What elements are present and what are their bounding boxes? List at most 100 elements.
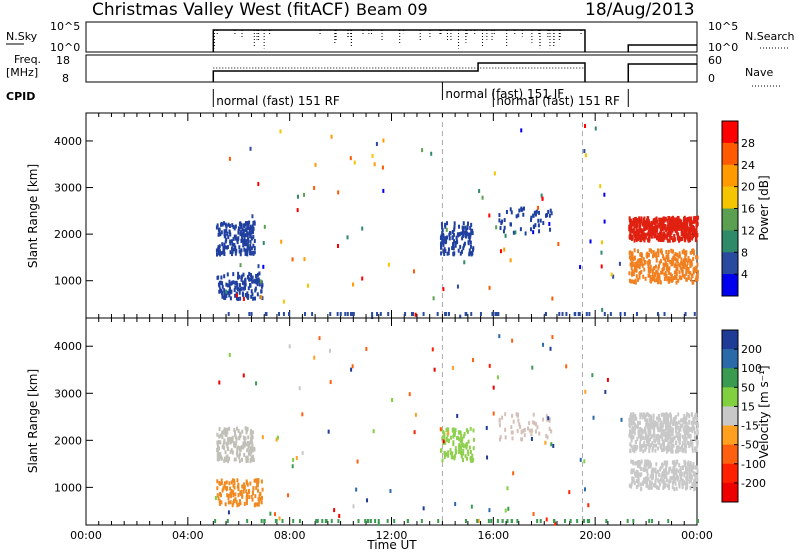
data-point [695,474,698,479]
data-point [653,226,656,231]
data-point [592,415,595,420]
data-point [519,227,522,232]
data-point [675,280,678,285]
data-point [631,447,634,452]
data-point [648,427,651,432]
data-point [226,446,229,451]
data-point [661,412,664,417]
data-point [248,247,251,252]
data-point [234,432,237,437]
data-point [585,312,588,316]
data-point [674,264,677,269]
data-point [653,234,656,239]
data-point [639,447,642,452]
colorbar-swatch [722,482,738,503]
plot-frame [85,317,698,526]
data-point [644,233,647,238]
data-point [693,226,696,231]
data-point [243,242,246,247]
data-point [226,437,229,442]
data-point [453,432,456,437]
data-point [443,432,446,437]
data-point [633,219,636,224]
data-point [691,412,694,417]
data-point [667,519,670,523]
data-point [623,312,626,316]
data-point [228,293,231,298]
data-point [662,222,665,227]
data-point [657,417,660,422]
data-point [654,217,657,222]
data-point [223,252,226,257]
data-point [547,416,550,421]
data-point [242,272,245,277]
data-point [688,219,691,224]
data-point [639,466,642,471]
data-point [228,289,231,294]
data-point [414,412,417,417]
data-point [404,312,407,316]
data-point [387,262,390,267]
data-point [465,442,468,447]
data-point [680,237,683,242]
data-point [221,488,224,493]
data-point [371,312,374,316]
data-point [696,477,699,482]
data-point [235,500,238,505]
data-point [678,226,681,231]
data-point [225,480,228,485]
data-point [628,271,631,276]
data-point [224,433,227,438]
nsearch-label: N.Search [745,30,795,43]
data-point [238,499,241,504]
data-point [249,234,252,239]
data-point [632,272,635,277]
data-point [686,227,689,232]
data-point [467,452,470,457]
data-point [235,451,238,456]
data-point [498,218,501,223]
data-point [643,412,646,417]
colorbar-swatch [722,164,738,188]
data-point [532,412,535,417]
data-point [678,434,681,439]
data-point [221,242,224,247]
y-tick-label: 2000 [54,228,82,241]
data-point [249,481,252,486]
data-point [371,153,374,158]
data-point [382,188,385,193]
data-point [239,232,242,237]
data-point [446,438,449,443]
data-point [547,209,550,214]
data-point [223,231,226,236]
data-point [234,457,237,462]
data-point [664,226,667,231]
data-point [353,160,356,165]
data-point [246,233,249,238]
data-point [657,478,660,483]
data-point [672,427,675,432]
data-point [671,249,674,254]
data-point [239,296,242,301]
data-point [232,498,235,503]
data-point [249,431,252,436]
data-point [451,365,454,370]
data-point [639,473,642,478]
data-point [258,282,261,287]
data-point [675,270,678,275]
data-point [696,483,699,488]
data-point [516,519,519,523]
data-point [662,233,665,238]
data-point [683,414,686,419]
data-point [236,503,239,508]
data-point [523,427,526,432]
data-point [672,257,675,262]
data-point [630,444,633,449]
data-point [675,445,678,450]
data-point [639,444,642,449]
colorbar-tick-label: -15 [741,420,759,433]
data-point [243,482,246,487]
data-point [231,436,234,441]
data-point [656,446,659,451]
data-point [648,221,651,226]
